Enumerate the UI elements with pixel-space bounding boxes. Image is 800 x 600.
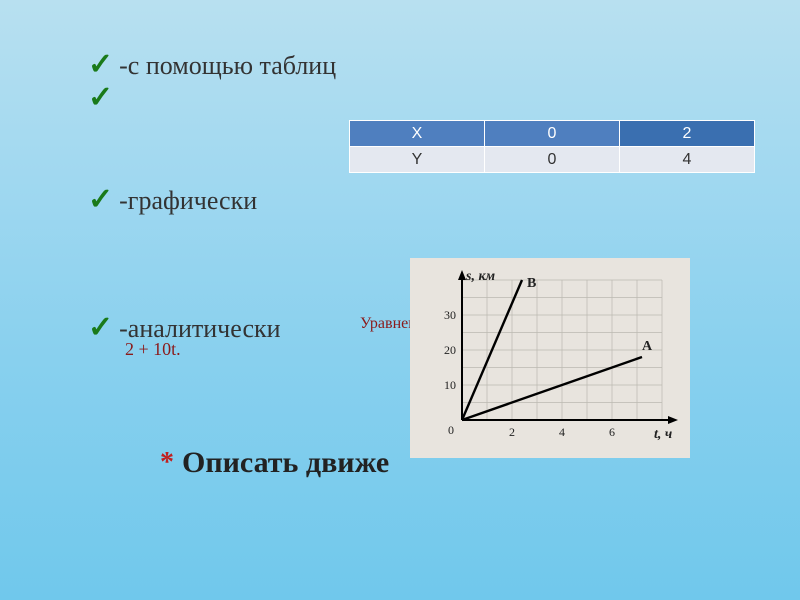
chart-svg: 10 20 30 2 4 6 0 s, км t, ч B A xyxy=(424,268,680,448)
bullet-text: -графически xyxy=(119,185,257,216)
check-icon: ✓ xyxy=(88,50,113,80)
equation-formula: 2 + 10t. xyxy=(125,339,181,360)
asterisk-icon: * xyxy=(160,447,174,479)
chart: 10 20 30 2 4 6 0 s, км t, ч B A xyxy=(410,258,690,458)
table-header-cell: X xyxy=(350,121,485,147)
table-cell: Y xyxy=(350,147,485,173)
svg-text:t, ч: t, ч xyxy=(654,427,672,442)
bullet-text: -с помощью таблиц xyxy=(119,50,336,81)
svg-text:2: 2 xyxy=(509,425,515,439)
svg-text:4: 4 xyxy=(559,425,565,439)
svg-text:30: 30 xyxy=(444,308,456,322)
table-cell: 4 xyxy=(620,147,755,173)
svg-text:20: 20 xyxy=(444,343,456,357)
check-icon: ✓ xyxy=(88,313,113,343)
svg-text:B: B xyxy=(527,276,536,291)
svg-text:6: 6 xyxy=(609,425,615,439)
table-cell: 0 xyxy=(485,147,620,173)
table-header-cell: 0 xyxy=(485,121,620,147)
table-header-row: X 0 2 xyxy=(350,121,755,147)
check-icon: ✓ xyxy=(88,83,113,113)
check-icon: ✓ xyxy=(88,185,113,215)
table-row: Y 0 4 xyxy=(350,147,755,173)
svg-text:0: 0 xyxy=(448,423,454,437)
data-table: X 0 2 Y 0 4 xyxy=(349,120,755,173)
svg-text:s, км: s, км xyxy=(465,269,496,284)
bullet-item-empty: ✓ xyxy=(88,83,336,113)
bullet-item-tables: ✓ -с помощью таблиц xyxy=(88,50,336,81)
page-title: Описать движе xyxy=(182,446,389,480)
svg-text:A: A xyxy=(642,339,653,354)
title-row: * Описать движе xyxy=(160,446,389,480)
equation: Уравнен 2 + 10t. xyxy=(360,315,417,333)
bullet-item-graphic: ✓ -графически xyxy=(88,185,336,216)
svg-text:10: 10 xyxy=(444,378,456,392)
table-header-cell: 2 xyxy=(620,121,755,147)
equation-label: Уравнен xyxy=(360,315,417,332)
bullet-list: ✓ -с помощью таблиц ✓ ✓ -графически ✓ -а… xyxy=(88,50,336,347)
